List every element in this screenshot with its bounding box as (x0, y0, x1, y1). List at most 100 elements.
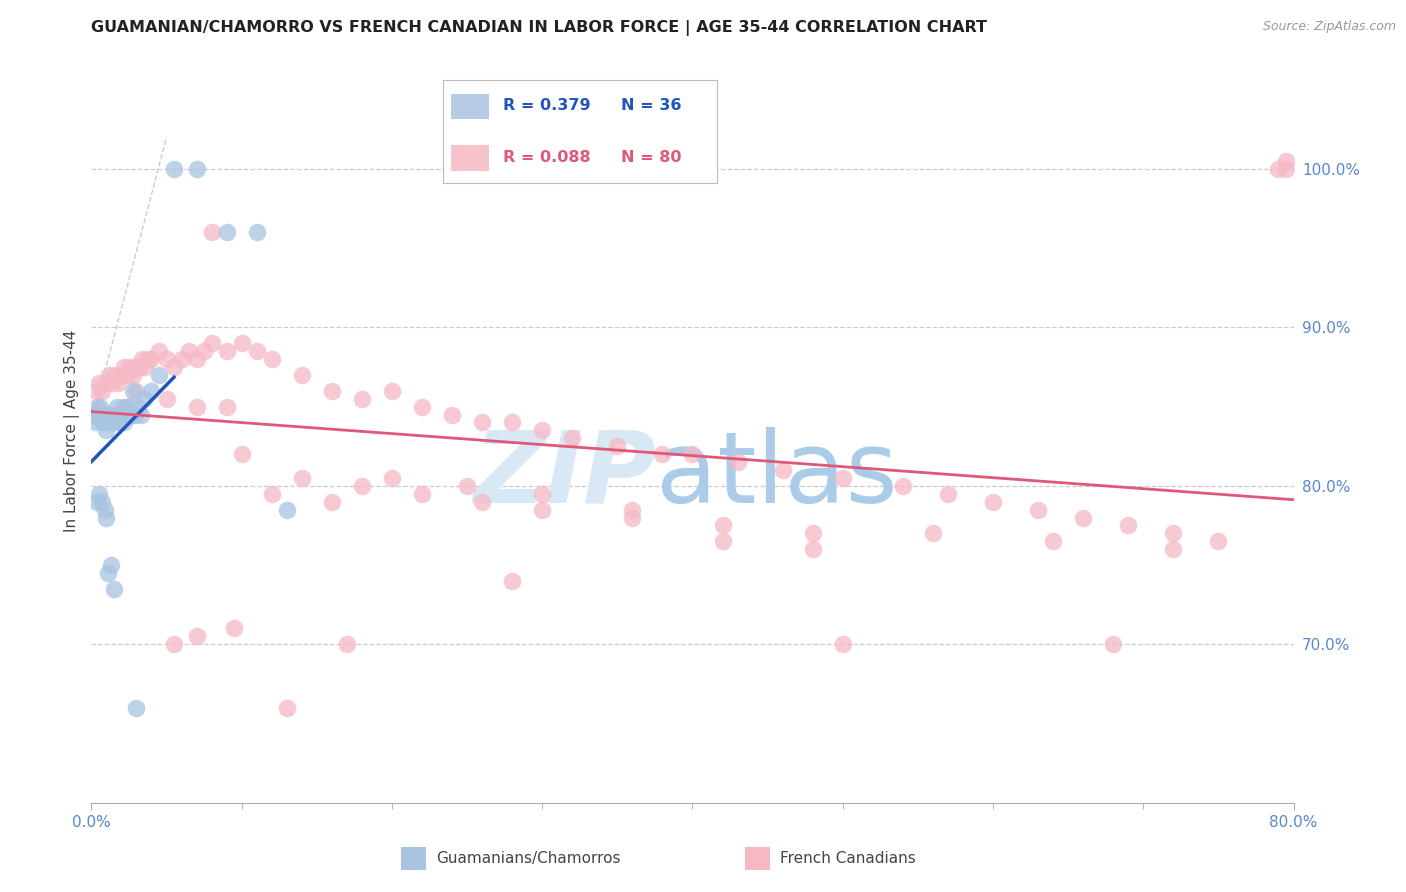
Point (104, 368, 127, 382)
Bar (451, 145, 489, 170)
Text: N = 80: N = 80 (621, 150, 682, 165)
Point (231, 447, 253, 461)
Point (84, 416, 107, 430)
Point (155, 352, 177, 367)
Point (727, 455, 749, 469)
Point (131, 352, 153, 367)
Point (121, 408, 143, 422)
Point (148, 368, 170, 382)
Point (87, 487, 110, 501)
Point (110, 408, 132, 422)
Point (90, 384, 112, 398)
Point (87, 408, 110, 422)
Point (186, 352, 208, 367)
Point (215, 344, 238, 359)
Point (801, 542, 824, 557)
Text: R = 0.379: R = 0.379 (503, 98, 591, 113)
Point (84, 384, 107, 398)
Point (163, 637, 186, 651)
Point (186, 400, 208, 414)
Text: French Canadians: French Canadians (780, 851, 917, 866)
Point (651, 447, 673, 461)
Point (155, 392, 177, 406)
Point (107, 376, 129, 390)
Point (321, 494, 343, 508)
Point (246, 344, 269, 359)
Point (90, 494, 112, 508)
Point (606, 439, 628, 453)
Point (94, 416, 117, 430)
Point (531, 502, 554, 516)
Point (122, 368, 145, 382)
Point (96, 510, 118, 524)
Point (127, 400, 149, 414)
Point (801, 526, 824, 541)
Point (163, 359, 186, 374)
Point (122, 384, 145, 398)
Point (891, 479, 914, 493)
Point (83, 408, 105, 422)
Point (350, 479, 373, 493)
Point (336, 637, 359, 651)
Bar (451, 94, 489, 120)
Point (215, 225, 238, 239)
Point (1267, 161, 1289, 176)
Point (108, 408, 131, 422)
Point (110, 368, 132, 382)
Point (411, 487, 433, 501)
Point (117, 368, 139, 382)
Point (471, 416, 494, 430)
Point (114, 416, 136, 430)
Point (201, 336, 224, 351)
Point (103, 582, 125, 596)
Text: N = 36: N = 36 (621, 98, 682, 113)
Point (105, 400, 128, 414)
Point (231, 336, 253, 351)
Point (101, 416, 124, 430)
Point (115, 400, 138, 414)
Point (381, 471, 404, 485)
Point (441, 408, 464, 422)
Point (411, 400, 433, 414)
Point (922, 526, 945, 541)
Point (831, 471, 853, 485)
Point (170, 352, 193, 367)
Point (125, 700, 148, 714)
Point (93, 408, 115, 422)
Point (456, 479, 478, 493)
Point (103, 408, 125, 422)
Point (107, 416, 129, 430)
Point (177, 344, 200, 359)
Point (125, 359, 148, 374)
Point (246, 225, 269, 239)
Point (1116, 518, 1139, 533)
Point (201, 225, 224, 239)
Point (86, 400, 108, 414)
Point (132, 392, 155, 406)
Point (681, 447, 703, 461)
Point (101, 376, 124, 390)
Point (96, 424, 118, 438)
Point (96, 376, 118, 390)
Point (124, 408, 146, 422)
Point (350, 392, 373, 406)
Point (186, 161, 208, 176)
Point (128, 359, 150, 374)
Point (90, 416, 112, 430)
Point (531, 487, 554, 501)
Point (97, 566, 120, 580)
Text: ZIP: ZIP (474, 426, 657, 524)
Point (772, 463, 794, 477)
Point (260, 487, 283, 501)
Point (291, 368, 314, 382)
Point (561, 431, 583, 445)
Point (711, 534, 734, 549)
Point (1071, 510, 1094, 524)
Point (531, 424, 554, 438)
Point (276, 502, 298, 516)
Point (224, 622, 246, 636)
Point (89, 400, 111, 414)
Point (936, 487, 959, 501)
Point (1042, 534, 1064, 549)
Text: atlas: atlas (657, 426, 898, 524)
